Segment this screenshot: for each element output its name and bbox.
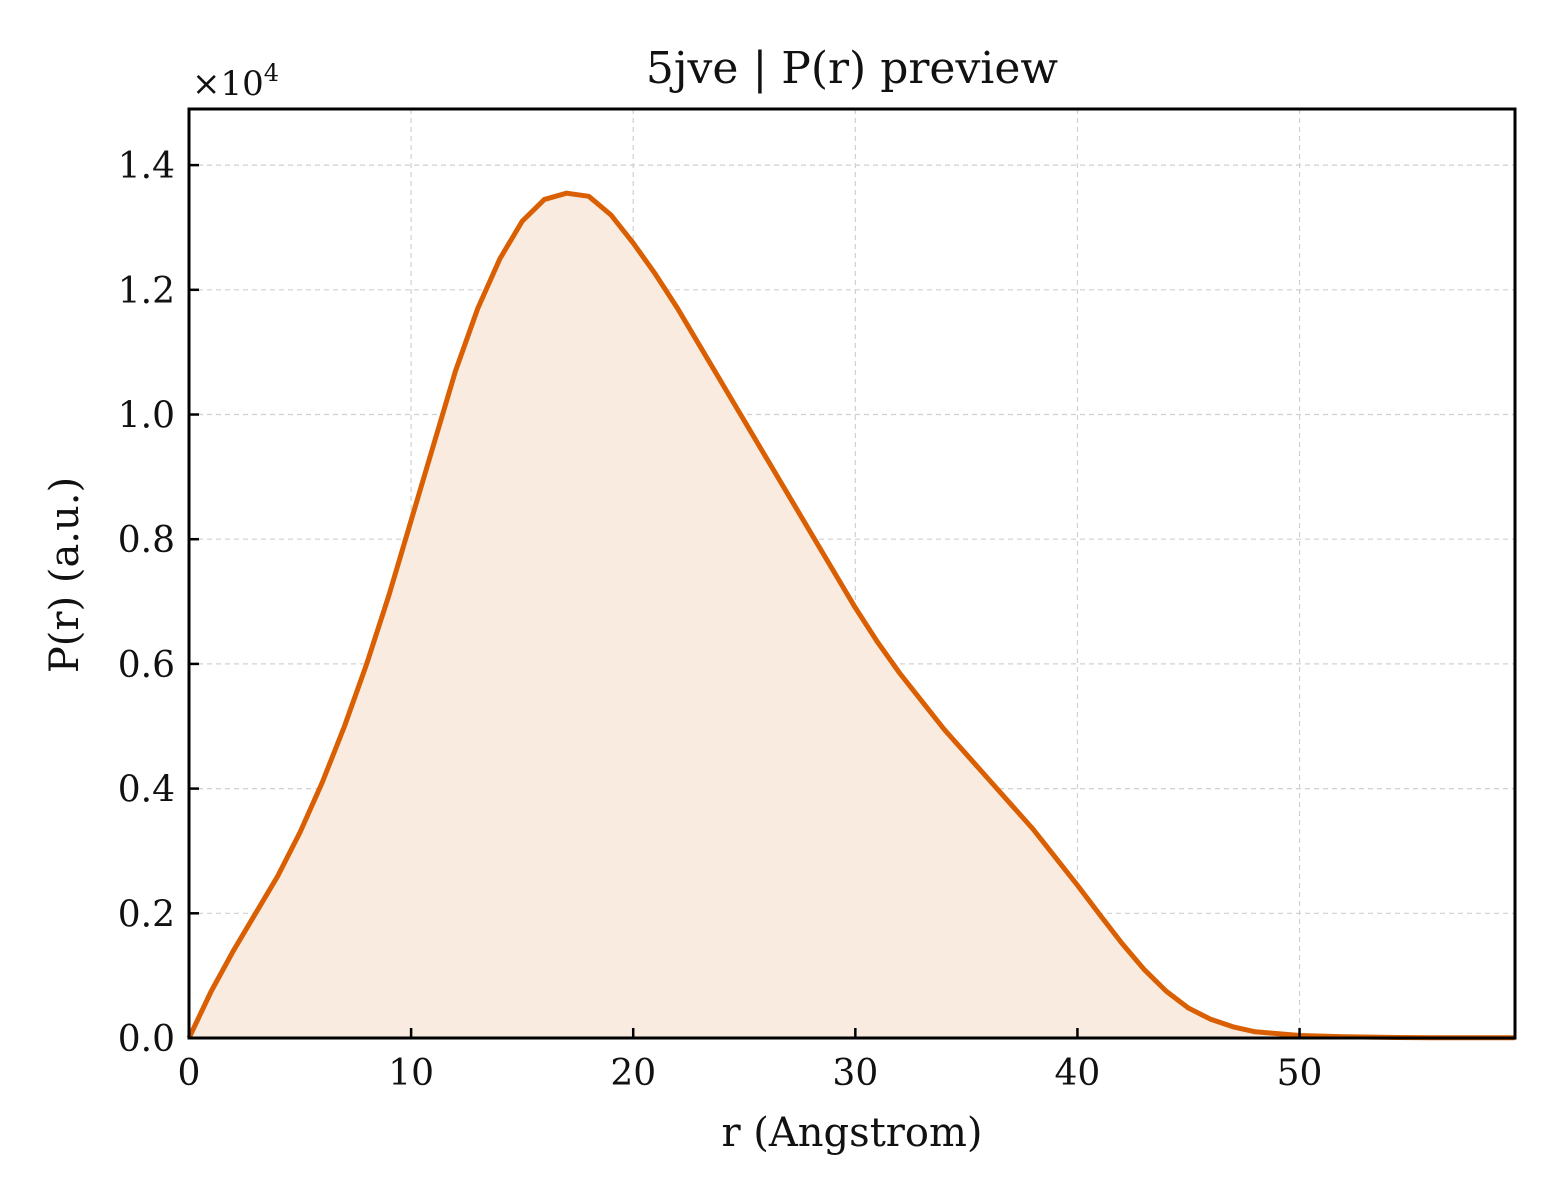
y-tick-label: 0.6 (118, 645, 175, 686)
y-tick-label: 0.0 (118, 1019, 175, 1060)
y-tick-label: 0.4 (118, 770, 175, 811)
y-multiplier-base: ×10 (192, 64, 264, 104)
x-tick-label: 20 (610, 1053, 656, 1094)
x-tick-label: 0 (178, 1053, 201, 1094)
x-axis-label: r (Angstrom) (721, 1110, 982, 1156)
chart-title: 5jve | P(r) preview (646, 43, 1058, 94)
pr-area-fill (189, 193, 1515, 1039)
y-tick-label: 0.2 (118, 894, 175, 935)
plot-frame (187, 107, 1517, 1040)
y-multiplier: ×104 (192, 59, 279, 104)
y-tick-label: 1.0 (118, 396, 175, 437)
x-tick-label: 30 (832, 1053, 878, 1094)
x-tick-label: 10 (388, 1053, 434, 1094)
x-tick-label: 40 (1055, 1053, 1101, 1094)
axis-ticks: 0 10 20 30 40 50 0.0 0.2 0.4 0.6 0.8 1.0 1.2 1.4 (118, 146, 1323, 1094)
y-multiplier-exponent: 4 (264, 59, 279, 87)
y-tick-label: 1.2 (118, 271, 175, 312)
pr-curve-line (186, 190, 1515, 1041)
y-tick-label: 0.8 (118, 520, 175, 561)
y-axis-label: P(r) (a.u.) (42, 477, 88, 673)
y-tick-label: 1.4 (118, 146, 175, 187)
x-tick-label: 50 (1277, 1053, 1323, 1094)
